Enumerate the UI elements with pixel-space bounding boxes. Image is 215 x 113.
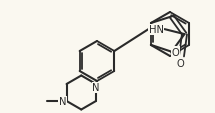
Text: O: O	[172, 47, 180, 57]
Text: O: O	[177, 59, 184, 68]
Text: HN: HN	[149, 25, 164, 35]
Text: N: N	[92, 82, 100, 92]
Text: N: N	[59, 96, 66, 106]
